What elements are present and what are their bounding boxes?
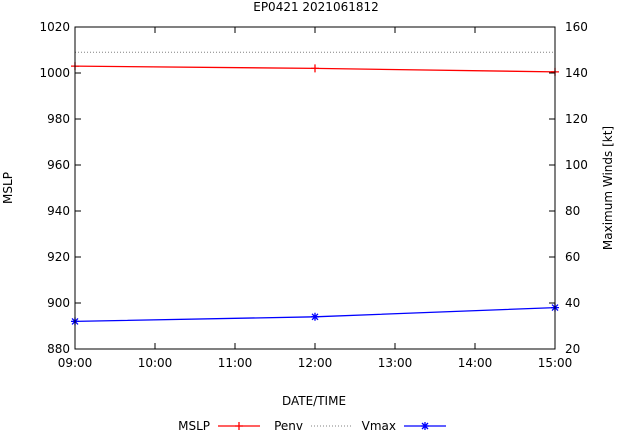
legend-marker-mslp (235, 422, 243, 430)
series-layer (71, 51, 559, 326)
x-tick-label: 09:00 (58, 356, 93, 370)
right-tick-label: 160 (565, 20, 588, 34)
left-tick-label: 940 (47, 204, 70, 218)
data-point-mslp (311, 64, 319, 73)
left-tick-label: 880 (47, 342, 70, 356)
ticks-layer: 880 900 920 940 960 980 1000 1020 20 40 60 80 100 120… (39, 20, 587, 370)
x-axis-label: DATE/TIME (282, 394, 346, 408)
legend-label-penv: Penv (274, 419, 303, 432)
left-tick-label: 980 (47, 112, 70, 126)
right-tick-label: 40 (565, 296, 580, 310)
right-tick-label: 60 (565, 250, 580, 264)
left-tick-label: 960 (47, 158, 70, 172)
y-axis-right-label: Maximum Winds [kt] (601, 126, 615, 250)
y-axis-left-label: MSLP (1, 172, 15, 204)
right-tick-label: 80 (565, 204, 580, 218)
data-point-vmax (311, 312, 319, 321)
x-tick-label: 13:00 (378, 356, 413, 370)
legend-label-vmax: Vmax (362, 419, 396, 432)
x-tick-label: 10:00 (138, 356, 173, 370)
legend: MSLP Penv Vmax (178, 419, 446, 432)
right-tick-label: 120 (565, 112, 588, 126)
left-tick-label: 900 (47, 296, 70, 310)
chart-title: EP0421 2021061812 (253, 0, 379, 14)
x-tick-label: 14:00 (458, 356, 493, 370)
left-tick-label: 920 (47, 250, 70, 264)
x-tick-label: 12:00 (298, 356, 333, 370)
right-tick-label: 100 (565, 158, 588, 172)
legend-label-mslp: MSLP (178, 419, 210, 432)
x-tick-label: 15:00 (538, 356, 573, 370)
right-tick-label: 20 (565, 342, 580, 356)
legend-marker-vmax (421, 422, 429, 430)
plot-frame (74, 26, 556, 350)
x-tick-label: 11:00 (218, 356, 253, 370)
left-tick-label: 1000 (39, 66, 70, 80)
right-tick-label: 140 (565, 66, 588, 80)
left-tick-label: 1020 (39, 20, 70, 34)
